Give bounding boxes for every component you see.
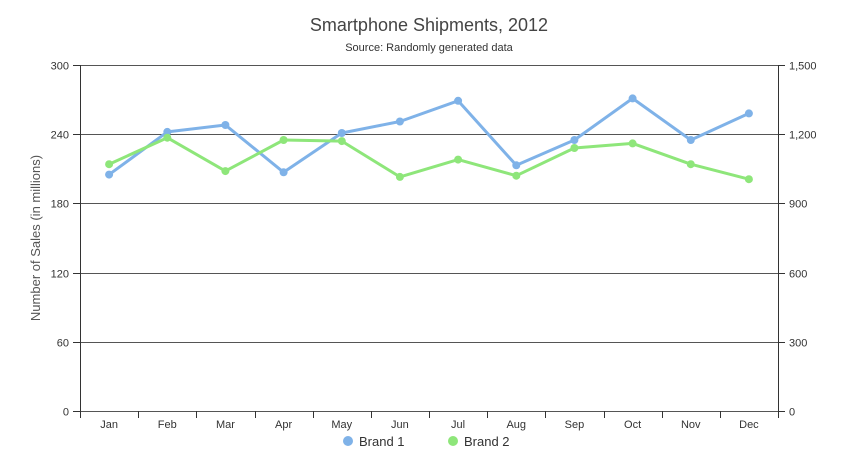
data-point-1-jan[interactable] bbox=[105, 170, 114, 179]
series-1 bbox=[105, 94, 753, 179]
right-tick-label: 300 bbox=[789, 338, 807, 350]
left-tick-label: 120 bbox=[51, 269, 69, 281]
data-point-2-nov[interactable] bbox=[686, 160, 695, 169]
series-line-2 bbox=[107, 136, 751, 181]
left-tick-label: 240 bbox=[51, 130, 69, 142]
data-point-1-dec[interactable] bbox=[744, 109, 753, 118]
x-tick-label-apr: Apr bbox=[275, 419, 292, 431]
series-2 bbox=[105, 133, 753, 184]
left-tick-label: 180 bbox=[51, 199, 69, 211]
x-tick-label-jun: Jun bbox=[391, 419, 409, 431]
data-point-1-jul[interactable] bbox=[454, 96, 463, 105]
x-tick-label-aug: Aug bbox=[506, 419, 526, 431]
legend[interactable]: Brand 1 Brand 2 bbox=[343, 434, 510, 449]
data-point-2-sep[interactable] bbox=[570, 144, 579, 152]
legend-label-1: Brand 1 bbox=[359, 434, 405, 449]
legend-item-1[interactable]: Brand 1 bbox=[343, 434, 405, 449]
data-point-1-oct[interactable] bbox=[628, 94, 637, 103]
data-point-2-jul[interactable] bbox=[454, 155, 463, 164]
data-point-1-feb[interactable] bbox=[163, 127, 172, 136]
x-tick-label-jan: Jan bbox=[100, 419, 118, 431]
right-tick-label: 900 bbox=[789, 199, 807, 211]
data-point-1-may[interactable] bbox=[337, 129, 346, 137]
gridlines bbox=[80, 65, 778, 412]
x-tick-label-sep: Sep bbox=[565, 419, 585, 431]
chart-subtitle: Source: Randomly generated data bbox=[345, 42, 513, 54]
axes: 0 60 120 180 240 300 0 300 600 900 1,200 1,500 Jan Fe… bbox=[51, 61, 817, 432]
right-tick-label: 1,500 bbox=[789, 61, 817, 73]
data-point-1-aug[interactable] bbox=[512, 161, 521, 170]
data-point-2-jun[interactable] bbox=[395, 172, 404, 181]
data-point-1-nov[interactable] bbox=[686, 136, 695, 144]
data-point-1-apr[interactable] bbox=[279, 168, 288, 177]
left-tick-label: 60 bbox=[57, 338, 69, 350]
x-tick-label-dec: Dec bbox=[739, 419, 759, 431]
left-tick-label: 0 bbox=[63, 407, 69, 419]
data-point-2-jan[interactable] bbox=[105, 160, 114, 169]
series-line-1 bbox=[107, 96, 751, 177]
x-tick-label-oct: Oct bbox=[624, 419, 641, 431]
data-point-1-jun[interactable] bbox=[395, 117, 404, 126]
x-tick-label-mar: Mar bbox=[216, 419, 235, 431]
data-point-2-mar[interactable] bbox=[221, 167, 230, 176]
left-tick-label: 300 bbox=[51, 61, 69, 73]
series-layer bbox=[105, 94, 753, 184]
data-point-2-feb[interactable] bbox=[163, 133, 172, 142]
legend-marker-2 bbox=[448, 436, 458, 446]
data-point-2-oct[interactable] bbox=[628, 139, 637, 148]
legend-label-2: Brand 2 bbox=[464, 434, 510, 449]
right-tick-label: 0 bbox=[789, 407, 795, 419]
data-point-2-apr[interactable] bbox=[279, 136, 288, 144]
data-point-2-dec[interactable] bbox=[744, 175, 753, 184]
x-tick-label-feb: Feb bbox=[158, 419, 177, 431]
chart-title: Smartphone Shipments, 2012 bbox=[310, 15, 548, 35]
data-point-2-may[interactable] bbox=[337, 137, 346, 146]
right-tick-label: 1,200 bbox=[789, 130, 817, 142]
x-tick-label-may: May bbox=[331, 419, 352, 431]
data-point-1-sep[interactable] bbox=[570, 136, 579, 144]
data-point-1-mar[interactable] bbox=[221, 121, 230, 129]
y-axis-title: Number of Sales (in millions) bbox=[28, 155, 43, 321]
legend-marker-1 bbox=[343, 436, 353, 446]
right-tick-label: 600 bbox=[789, 269, 807, 281]
data-point-2-aug[interactable] bbox=[512, 171, 521, 180]
legend-item-2[interactable]: Brand 2 bbox=[448, 434, 510, 449]
x-tick-label-nov: Nov bbox=[681, 419, 701, 431]
x-tick-label-jul: Jul bbox=[451, 419, 465, 431]
